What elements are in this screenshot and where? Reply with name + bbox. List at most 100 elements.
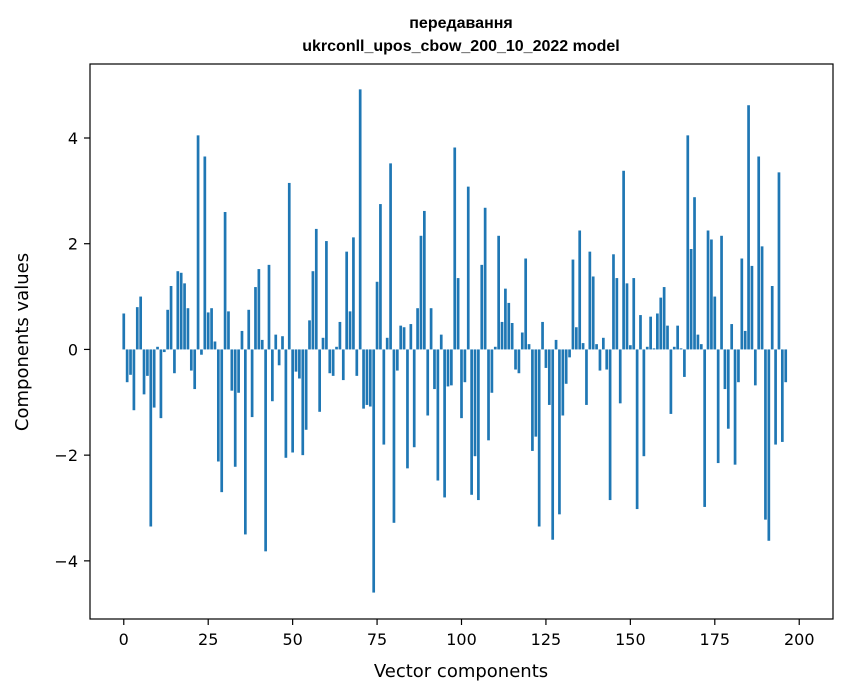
bar-188 [757, 156, 761, 350]
bar-66 [345, 251, 349, 350]
chart-title-line-2: ukrconll_upos_cbow_200_10_2022 model [302, 38, 619, 55]
bar-174 [710, 239, 713, 350]
bar-116 [514, 349, 517, 370]
bar-102 [466, 186, 470, 350]
bar-19 [186, 308, 190, 350]
bar-18 [183, 283, 186, 350]
bar-76 [379, 204, 382, 350]
bar-22 [196, 135, 200, 350]
bar-65 [341, 349, 345, 381]
bar-173 [706, 230, 710, 350]
bar-72 [365, 349, 369, 405]
bar-3 [132, 349, 136, 411]
bar-189 [760, 246, 764, 350]
x-tick-label-25: 25 [198, 630, 218, 649]
bar-7 [146, 349, 149, 376]
bar-40 [257, 269, 261, 350]
bar-37 [247, 309, 251, 350]
bar-60 [325, 241, 328, 350]
bar-104 [473, 349, 477, 457]
bar-6 [142, 349, 146, 395]
bar-185 [747, 105, 750, 350]
bar-53 [301, 349, 305, 456]
bar-99 [456, 278, 460, 350]
bar-130 [561, 349, 565, 416]
bar-50 [291, 349, 294, 453]
bar-58 [318, 349, 321, 412]
bar-24 [203, 156, 207, 350]
bar-34 [237, 349, 240, 393]
bar-145 [612, 254, 615, 350]
bar-86 [412, 349, 416, 448]
bar-17 [179, 272, 183, 350]
bar-43 [267, 264, 271, 350]
x-tick-label-50: 50 [282, 630, 302, 649]
bar-71 [362, 349, 365, 409]
bar-172 [703, 349, 707, 507]
bar-121 [531, 349, 534, 451]
bar-70 [358, 89, 362, 350]
bar-110 [493, 346, 497, 350]
bar-74 [372, 349, 376, 593]
bar-175 [713, 296, 717, 350]
bar-103 [470, 349, 473, 495]
bar-93 [436, 349, 440, 481]
bar-90 [426, 349, 430, 416]
bar-131 [564, 349, 568, 384]
bar-96 [446, 349, 450, 387]
bar-83 [402, 327, 406, 350]
bar-132 [568, 349, 571, 358]
bar-162 [669, 349, 673, 414]
bar-123 [537, 349, 541, 527]
y-axis-label: Components values [12, 253, 33, 431]
y-tick-label-0: 0 [68, 340, 78, 359]
bar-115 [510, 323, 514, 350]
bar-31 [227, 311, 230, 350]
bar-111 [497, 235, 500, 350]
bar-149 [625, 283, 629, 350]
bar-29 [220, 349, 224, 493]
bar-194 [777, 172, 781, 350]
bar-61 [328, 349, 332, 374]
bar-10 [156, 346, 159, 350]
y-tick-label-4: 4 [68, 129, 78, 148]
bar-100 [460, 349, 463, 419]
bar-128 [554, 339, 558, 350]
bar-163 [672, 346, 676, 350]
bar-91 [429, 308, 433, 350]
bar-190 [764, 349, 767, 520]
bar-129 [558, 349, 561, 515]
bar-42 [264, 349, 267, 552]
bar-55 [308, 320, 311, 350]
bar-8 [149, 349, 153, 527]
bar-2 [129, 349, 132, 375]
bar-11 [159, 349, 163, 419]
bar-180 [730, 324, 734, 350]
bar-161 [666, 325, 669, 350]
bar-97 [450, 349, 453, 386]
bar-23 [200, 349, 203, 355]
x-tick-label-0: 0 [119, 630, 129, 649]
bar-69 [355, 349, 359, 376]
bar-181 [733, 349, 737, 465]
bar-147 [618, 349, 622, 404]
bar-117 [517, 349, 521, 374]
bar-170 [696, 334, 700, 350]
bar-41 [260, 339, 264, 350]
bar-106 [480, 264, 484, 350]
bar-136 [581, 343, 585, 350]
y-tick-label-2: 2 [68, 235, 78, 254]
bar-78 [385, 337, 389, 350]
bar-177 [720, 235, 723, 350]
bar-159 [659, 297, 663, 350]
bar-107 [483, 207, 487, 350]
bar-84 [406, 349, 409, 469]
bar-51 [294, 349, 298, 372]
x-tick-label-150: 150 [615, 630, 646, 649]
bar-48 [284, 349, 288, 458]
bar-122 [534, 349, 538, 437]
bar-195 [780, 349, 784, 442]
bar-164 [676, 325, 679, 350]
bar-59 [321, 337, 325, 350]
bar-92 [433, 349, 436, 390]
